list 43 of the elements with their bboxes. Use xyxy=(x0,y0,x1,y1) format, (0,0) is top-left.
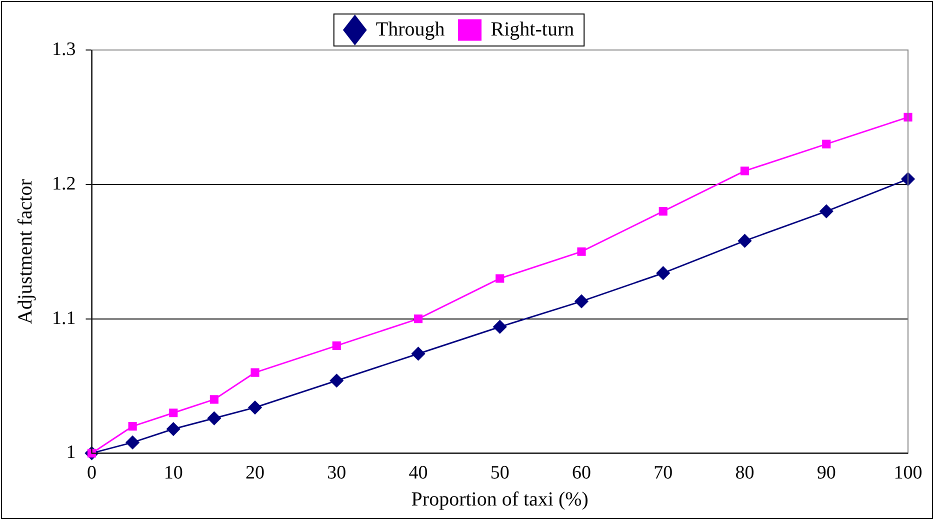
x-axis-title: Proportion of taxi (%) xyxy=(411,488,588,510)
x-tick-label: 100 xyxy=(894,462,922,484)
y-axis-title: Adjustment factor xyxy=(14,178,36,324)
point xyxy=(822,140,831,148)
y-tick-label: 1 xyxy=(66,442,76,464)
point xyxy=(250,368,260,377)
point xyxy=(738,234,752,248)
legend-label: Right-turn xyxy=(490,18,574,40)
point xyxy=(248,400,262,414)
point xyxy=(414,314,423,324)
x-tick-label: 30 xyxy=(327,462,346,484)
point xyxy=(169,408,178,418)
point xyxy=(901,172,915,186)
point xyxy=(128,422,137,431)
x-tick-label: 20 xyxy=(246,462,264,484)
point xyxy=(740,166,750,176)
x-tick-label: 50 xyxy=(490,462,510,484)
x-tick-label: 90 xyxy=(816,462,836,484)
point xyxy=(577,247,586,256)
point xyxy=(496,274,504,283)
x-tick-label: 0 xyxy=(87,462,96,484)
point xyxy=(574,294,588,308)
x-tick-label: 60 xyxy=(572,462,591,484)
point xyxy=(656,266,670,280)
point xyxy=(330,374,344,388)
x-tick-label: 70 xyxy=(654,462,673,484)
point xyxy=(332,341,341,350)
point xyxy=(207,412,221,426)
point xyxy=(658,206,668,216)
y-tick-label: 1.2 xyxy=(52,173,76,194)
y-tick-label: 1.3 xyxy=(52,38,76,60)
point xyxy=(166,422,180,436)
x-tick-label: 80 xyxy=(735,462,754,484)
point xyxy=(210,395,218,404)
point xyxy=(126,436,140,450)
x-tick-label: 40 xyxy=(408,462,428,484)
x-tick-label: 10 xyxy=(164,462,183,484)
legend-label: Through xyxy=(376,18,445,40)
y-tick-label: 1.1 xyxy=(52,308,76,329)
point xyxy=(493,320,507,334)
point xyxy=(412,346,425,360)
point xyxy=(904,112,912,122)
point xyxy=(820,204,834,218)
